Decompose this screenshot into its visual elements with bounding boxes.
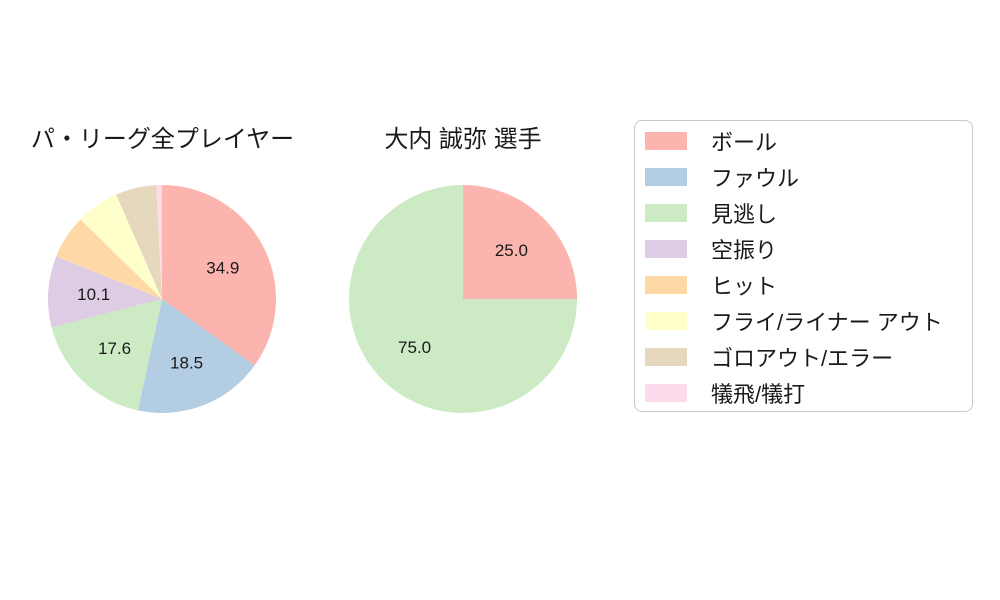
pie-pct-label: 25.0 [495, 241, 528, 260]
legend-label: ボール [711, 130, 778, 155]
legend-label: 空振り [711, 238, 778, 263]
legend-swatch-fly-liner-out [645, 312, 687, 330]
pie-slice [47, 256, 162, 328]
legend-swatch-ground-out-error [645, 348, 687, 366]
pie-slice [80, 194, 162, 299]
pie-pct-label: 75.0 [398, 338, 431, 357]
pie-pct-label: 18.5 [170, 353, 203, 372]
pie-chart-league: 34.9 18.5 17.6 10.1 [47, 184, 277, 414]
legend-label: 犠飛/犠打 [711, 382, 806, 407]
pie-slice [463, 185, 577, 299]
pie-pct-label: 17.6 [98, 339, 131, 358]
legend-item: ヒット [635, 267, 972, 303]
pie-slice [349, 185, 577, 413]
pie-pct-label: 34.9 [206, 258, 239, 277]
legend-swatch-called-strike [645, 204, 687, 222]
legend-label: フライ/ライナー アウト [711, 310, 943, 335]
pie-chart-player: 25.0 75.0 [349, 185, 577, 413]
legend-label: ファウル [711, 166, 800, 191]
pie-pct-label: 10.1 [77, 285, 110, 304]
chart-title-player: 大内 誠弥 選手 [384, 126, 542, 153]
legend-item: 見逃し [635, 195, 972, 231]
chart-title-league: パ・リーグ全プレイヤー [30, 126, 295, 153]
legend-swatch-hit [645, 276, 687, 294]
legend-item: フライ/ライナー アウト [635, 303, 972, 339]
pie-slice [137, 299, 255, 414]
legend-swatch-ball [645, 132, 687, 150]
pie-slice [116, 185, 162, 299]
pie-slice [162, 185, 277, 366]
legend-swatch-sacrifice [645, 384, 687, 402]
legend-label: ヒット [711, 274, 778, 299]
legend-item: ボール [635, 123, 972, 159]
legend-label: ゴロアウト/エラー [711, 346, 894, 371]
legend-item: 空振り [635, 231, 972, 267]
pie-slice [51, 299, 162, 411]
legend-item: 犠飛/犠打 [635, 375, 972, 411]
legend-swatch-foul [645, 168, 687, 186]
legend-item: ゴロアウト/エラー [635, 339, 972, 375]
pie-slice [56, 219, 162, 299]
pie-slice [156, 184, 162, 299]
legend: ボール ファウル 見逃し 空振り ヒット フライ/ライナー アウト ゴロアウト/… [634, 120, 973, 412]
legend-swatch-swinging-strike [645, 240, 687, 258]
legend-label: 見逃し [711, 202, 778, 227]
legend-item: ファウル [635, 159, 972, 195]
